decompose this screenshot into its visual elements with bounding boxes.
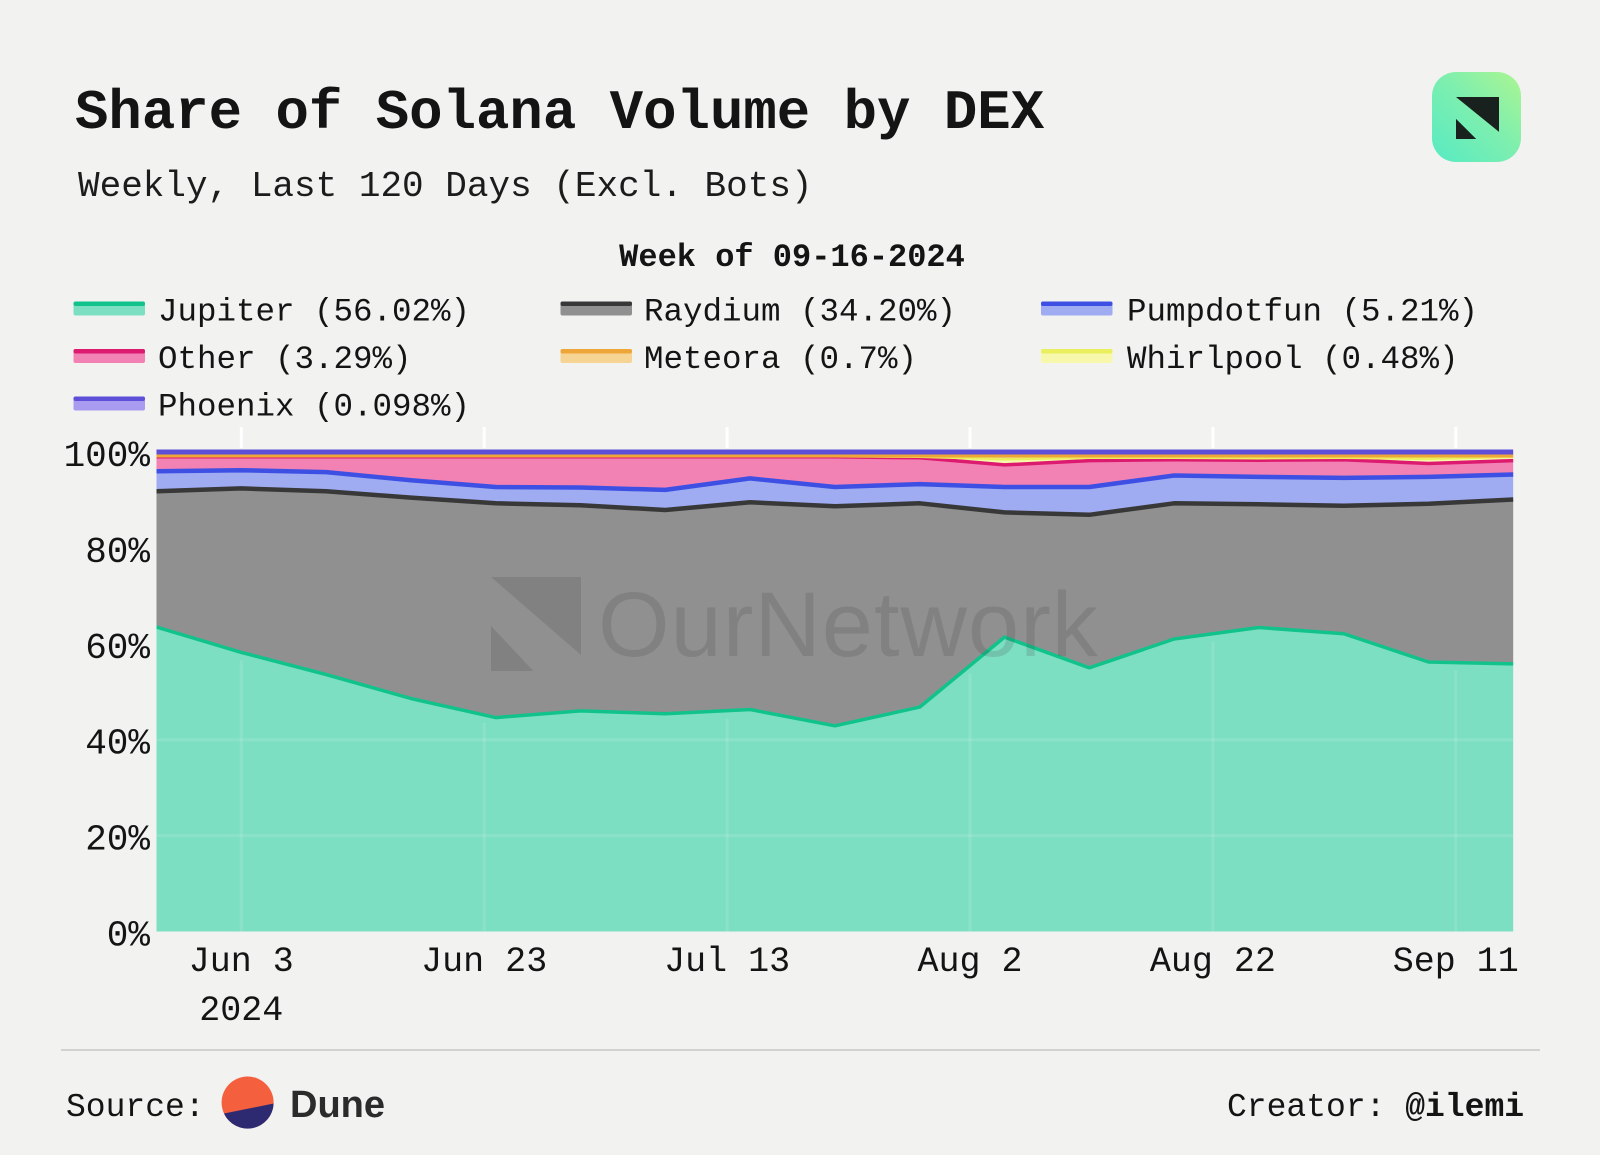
svg-text:Share of Solana Volume by DEX: Share of Solana Volume by DEX	[75, 82, 1045, 145]
svg-text:Source:: Source:	[66, 1089, 205, 1126]
svg-text:Raydium (34.20%): Raydium (34.20%)	[644, 294, 956, 331]
svg-text:Weekly, Last 120 Days (Excl. B: Weekly, Last 120 Days (Excl. Bots)	[78, 166, 813, 207]
svg-text:Jupiter (56.02%): Jupiter (56.02%)	[158, 294, 470, 331]
svg-text:Phoenix (0.098%): Phoenix (0.098%)	[158, 389, 470, 426]
svg-text:Dune: Dune	[290, 1084, 385, 1126]
svg-text:Jul 13: Jul 13	[664, 942, 790, 982]
svg-text:Week of 09-16-2024: Week of 09-16-2024	[619, 239, 965, 276]
svg-text:Pumpdotfun (5.21%): Pumpdotfun (5.21%)	[1127, 294, 1478, 331]
svg-text:Meteora (0.7%): Meteora (0.7%)	[644, 341, 917, 378]
svg-text:Aug 2: Aug 2	[917, 942, 1022, 982]
svg-text:100%: 100%	[64, 436, 151, 477]
svg-text:Aug 22: Aug 22	[1150, 942, 1276, 982]
svg-text:40%: 40%	[85, 724, 150, 765]
svg-text:20%: 20%	[85, 820, 150, 861]
svg-text:2024: 2024	[199, 991, 283, 1031]
svg-text:0%: 0%	[107, 916, 151, 957]
svg-text:60%: 60%	[85, 628, 150, 669]
svg-text:Whirlpool (0.48%): Whirlpool (0.48%)	[1127, 341, 1459, 378]
svg-text:Jun 23: Jun 23	[421, 942, 547, 982]
svg-text:Sep 11: Sep 11	[1393, 942, 1519, 982]
svg-text:Other (3.29%): Other (3.29%)	[158, 341, 412, 378]
svg-text:80%: 80%	[85, 532, 150, 573]
svg-text:OurNetwork: OurNetwork	[598, 574, 1099, 676]
svg-text:Creator: @ilemi: Creator: @ilemi	[1227, 1089, 1524, 1126]
svg-text:Jun 3: Jun 3	[189, 942, 294, 982]
